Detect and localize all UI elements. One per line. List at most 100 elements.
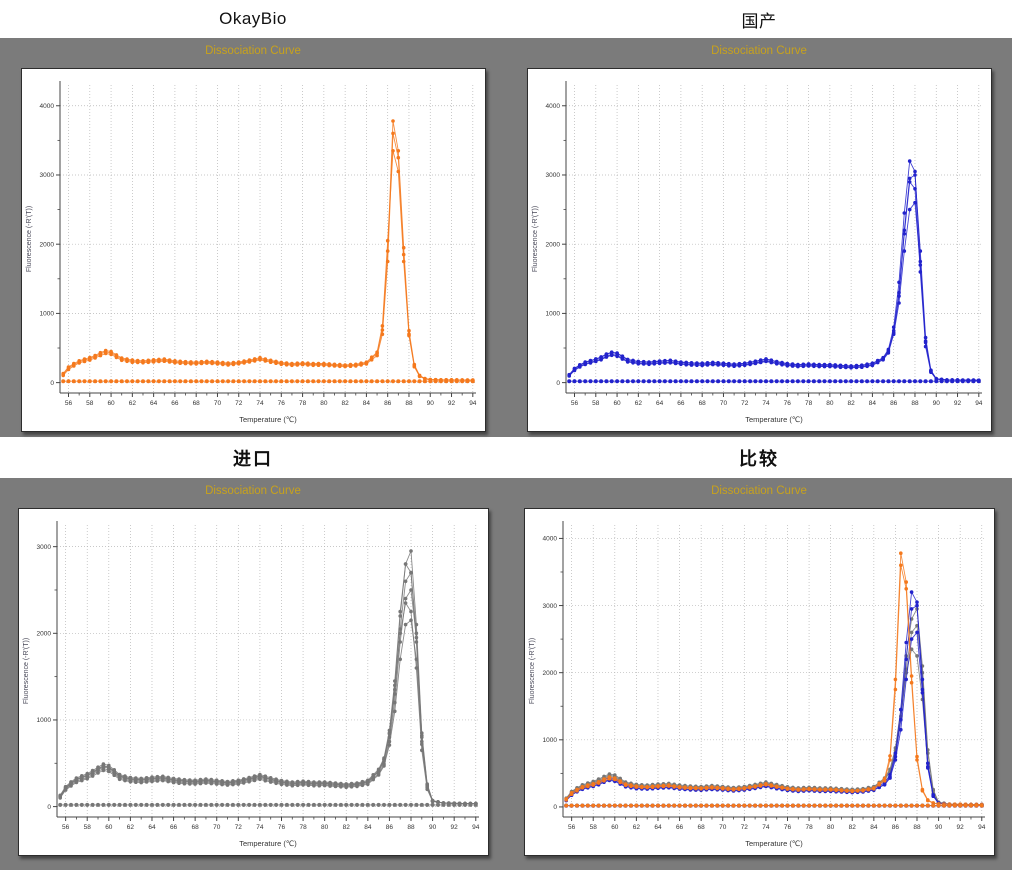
series-okaybio-rep1 bbox=[60, 119, 475, 382]
svg-text:80: 80 bbox=[320, 400, 328, 407]
svg-text:0: 0 bbox=[556, 380, 560, 387]
series-okaybio-rep2 bbox=[60, 131, 475, 383]
svg-text:0: 0 bbox=[50, 380, 54, 387]
svg-text:94: 94 bbox=[472, 824, 480, 831]
series-cmp-okaybio-2 bbox=[563, 563, 984, 807]
svg-text:74: 74 bbox=[256, 400, 264, 407]
melt-curve-chart-jinkou: 56 58 60 62 64 66 68 70 72 74 76 78 80 82 84 86 88 90 92 94… bbox=[23, 521, 480, 848]
svg-text:2000: 2000 bbox=[39, 241, 54, 248]
melt-curve-chart-okaybio: 56 58 60 62 64 66 68 70 72 74 76 78 80 82 84 86 88 90 92 94… bbox=[26, 81, 476, 424]
grid-lines bbox=[562, 525, 985, 817]
x-axis-label: Temperature (℃) bbox=[239, 839, 297, 848]
grid-lines bbox=[56, 525, 479, 817]
svg-text:4000: 4000 bbox=[542, 536, 557, 543]
svg-text:76: 76 bbox=[783, 400, 791, 407]
svg-text:84: 84 bbox=[868, 400, 876, 407]
header-row-bottom: 进口 比较 bbox=[0, 437, 1012, 478]
svg-text:68: 68 bbox=[698, 400, 706, 407]
svg-text:88: 88 bbox=[407, 824, 415, 831]
melt-curve-chart-guochan: 56 58 60 62 64 66 68 70 72 74 76 78 80 82 84 86 88 90 92 94… bbox=[532, 81, 983, 424]
svg-text:64: 64 bbox=[656, 400, 664, 407]
panel-label-okaybio: OkayBio bbox=[219, 9, 287, 28]
plot-card: 56 58 60 62 64 66 68 70 72 74 76 78 80 82 84 86 88 90 92 94… bbox=[523, 508, 995, 856]
svg-text:64: 64 bbox=[654, 824, 662, 831]
x-axis-label: Temperature (℃) bbox=[239, 415, 297, 424]
svg-text:76: 76 bbox=[277, 400, 285, 407]
svg-text:66: 66 bbox=[169, 824, 177, 831]
tick-labels: 56 58 60 62 64 66 68 70 72 74 76 78 80 82 84 86 88 90 92 94… bbox=[39, 103, 476, 407]
plot-card: 56 58 60 62 64 66 68 70 72 74 76 78 80 82 84 86 88 90 92 94… bbox=[20, 68, 486, 432]
chart-row-top: Dissociation Curve 56 58 60 62 64 66 68 70 72 74 7… bbox=[0, 38, 1012, 437]
panel-bijiao: Dissociation Curve 56 58 60 62 64 66 68 70 72 74 7… bbox=[506, 478, 1012, 870]
tick-labels: 56 58 60 62 64 66 68 70 72 74 76 78 80 82 84 86 88 90 92 94… bbox=[542, 536, 985, 831]
svg-text:94: 94 bbox=[975, 400, 983, 407]
chart-title: Dissociation Curve bbox=[711, 45, 807, 57]
svg-text:1000: 1000 bbox=[36, 717, 51, 724]
svg-text:60: 60 bbox=[613, 400, 621, 407]
svg-text:58: 58 bbox=[589, 824, 597, 831]
svg-text:86: 86 bbox=[384, 400, 392, 407]
svg-text:58: 58 bbox=[83, 824, 91, 831]
svg-text:72: 72 bbox=[740, 824, 748, 831]
svg-text:60: 60 bbox=[107, 400, 115, 407]
x-axis-label: Temperature (℃) bbox=[745, 839, 803, 848]
chart-row-bottom: Dissociation Curve 56 58 60 62 64 66 68 70 72 74 7… bbox=[0, 478, 1012, 870]
svg-text:72: 72 bbox=[741, 400, 749, 407]
svg-text:74: 74 bbox=[256, 824, 264, 831]
header-row-top: OkayBio 国产 bbox=[0, 0, 1012, 38]
svg-text:88: 88 bbox=[405, 400, 413, 407]
svg-text:90: 90 bbox=[426, 400, 434, 407]
svg-text:86: 86 bbox=[890, 400, 898, 407]
series-jinkou-rep5 bbox=[57, 601, 478, 806]
svg-text:66: 66 bbox=[675, 824, 683, 831]
svg-text:82: 82 bbox=[342, 824, 350, 831]
svg-text:64: 64 bbox=[148, 824, 156, 831]
series-guochan-rep3 bbox=[566, 180, 981, 383]
series-cmp-guochan-2 bbox=[563, 603, 984, 807]
axes bbox=[565, 81, 982, 394]
series-okaybio-rep3 bbox=[60, 149, 475, 383]
svg-text:92: 92 bbox=[953, 400, 961, 407]
svg-text:2000: 2000 bbox=[545, 241, 560, 248]
panel-guochan: Dissociation Curve 56 58 60 62 64 66 68 70 72 74 7… bbox=[506, 38, 1012, 437]
svg-text:80: 80 bbox=[827, 824, 835, 831]
panel-label-bijiao: 比较 bbox=[739, 448, 779, 469]
svg-text:88: 88 bbox=[913, 824, 921, 831]
svg-text:76: 76 bbox=[783, 824, 791, 831]
series-jinkou-rep6 bbox=[57, 618, 478, 806]
svg-text:70: 70 bbox=[213, 400, 221, 407]
svg-text:70: 70 bbox=[213, 824, 221, 831]
svg-text:60: 60 bbox=[611, 824, 619, 831]
svg-text:92: 92 bbox=[450, 824, 458, 831]
svg-text:0: 0 bbox=[47, 804, 51, 811]
svg-text:86: 86 bbox=[891, 824, 899, 831]
svg-text:56: 56 bbox=[64, 400, 72, 407]
axes bbox=[59, 81, 476, 394]
chart-title: Dissociation Curve bbox=[205, 485, 301, 497]
svg-text:94: 94 bbox=[469, 400, 477, 407]
svg-text:78: 78 bbox=[804, 400, 812, 407]
svg-text:64: 64 bbox=[150, 400, 158, 407]
panel-okaybio: Dissociation Curve 56 58 60 62 64 66 68 70 72 74 7… bbox=[0, 38, 506, 437]
svg-text:82: 82 bbox=[848, 824, 856, 831]
svg-text:68: 68 bbox=[191, 824, 199, 831]
plot-card: 56 58 60 62 64 66 68 70 72 74 76 78 80 82 84 86 88 90 92 94… bbox=[17, 508, 489, 856]
svg-text:4000: 4000 bbox=[39, 103, 54, 110]
svg-text:70: 70 bbox=[719, 400, 727, 407]
svg-text:72: 72 bbox=[234, 824, 242, 831]
panel-jinkou: Dissociation Curve 56 58 60 62 64 66 68 70 72 74 7… bbox=[0, 478, 506, 870]
svg-text:62: 62 bbox=[126, 824, 134, 831]
svg-text:3000: 3000 bbox=[545, 172, 560, 179]
svg-text:72: 72 bbox=[235, 400, 243, 407]
svg-text:62: 62 bbox=[632, 824, 640, 831]
series-guochan-rep4 bbox=[566, 200, 981, 383]
axes bbox=[562, 521, 985, 818]
axes bbox=[56, 521, 479, 818]
svg-text:56: 56 bbox=[568, 824, 576, 831]
svg-text:58: 58 bbox=[86, 400, 94, 407]
svg-text:92: 92 bbox=[956, 824, 964, 831]
svg-text:4000: 4000 bbox=[545, 103, 560, 110]
svg-text:2000: 2000 bbox=[542, 670, 557, 677]
svg-text:56: 56 bbox=[570, 400, 578, 407]
svg-text:78: 78 bbox=[298, 400, 306, 407]
